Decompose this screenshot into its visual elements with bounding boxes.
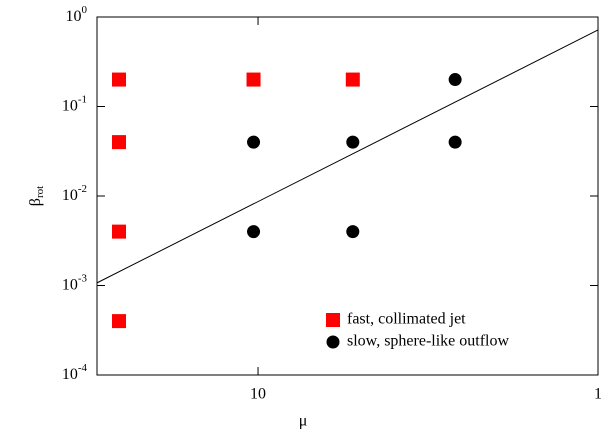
legend-label: fast, collimated jet bbox=[347, 311, 466, 328]
y-axis-label-main: β bbox=[27, 198, 44, 206]
marker-circle bbox=[448, 73, 462, 87]
marker-square bbox=[112, 72, 127, 87]
y-axis-label: βrot bbox=[27, 186, 46, 206]
trend-line bbox=[96, 29, 599, 284]
y-axis-label-sub: rot bbox=[34, 186, 46, 198]
marker-circle bbox=[346, 225, 360, 239]
y-tick-base: 10 bbox=[62, 97, 78, 114]
marker-square bbox=[112, 224, 127, 239]
x-tick-label: 1 bbox=[594, 386, 602, 403]
marker-square bbox=[246, 72, 261, 87]
marker-square bbox=[112, 135, 127, 150]
y-tick-label: 10-3 bbox=[62, 272, 88, 293]
y-tick-base: 10 bbox=[66, 8, 82, 25]
y-tick-label: 10-2 bbox=[62, 183, 87, 204]
marker-square bbox=[112, 314, 127, 329]
y-tick-base: 10 bbox=[62, 276, 78, 293]
y-tick-exponent: -3 bbox=[78, 272, 88, 284]
marker-circle bbox=[247, 135, 261, 149]
y-tick-label: 100 bbox=[66, 4, 88, 25]
x-tick-label: 10 bbox=[250, 386, 266, 403]
y-tick-label: 10-4 bbox=[62, 362, 88, 383]
marker-circle bbox=[247, 225, 261, 239]
y-tick-exponent: -2 bbox=[78, 183, 87, 195]
legend-label: slow, sphere-like outflow bbox=[347, 333, 509, 350]
y-tick-base: 10 bbox=[62, 366, 78, 383]
marker-circle bbox=[448, 135, 462, 149]
marker-circle bbox=[346, 135, 360, 149]
marker-square bbox=[345, 72, 360, 87]
legend-marker bbox=[326, 313, 340, 327]
y-tick-exponent: 0 bbox=[82, 4, 88, 16]
y-tick-exponent: -1 bbox=[78, 93, 87, 105]
y-tick-label: 10-1 bbox=[62, 93, 87, 114]
y-tick-exponent: -4 bbox=[78, 362, 88, 374]
legend-marker bbox=[326, 335, 340, 349]
x-axis-label: μ bbox=[299, 413, 308, 430]
y-tick-base: 10 bbox=[62, 187, 78, 204]
